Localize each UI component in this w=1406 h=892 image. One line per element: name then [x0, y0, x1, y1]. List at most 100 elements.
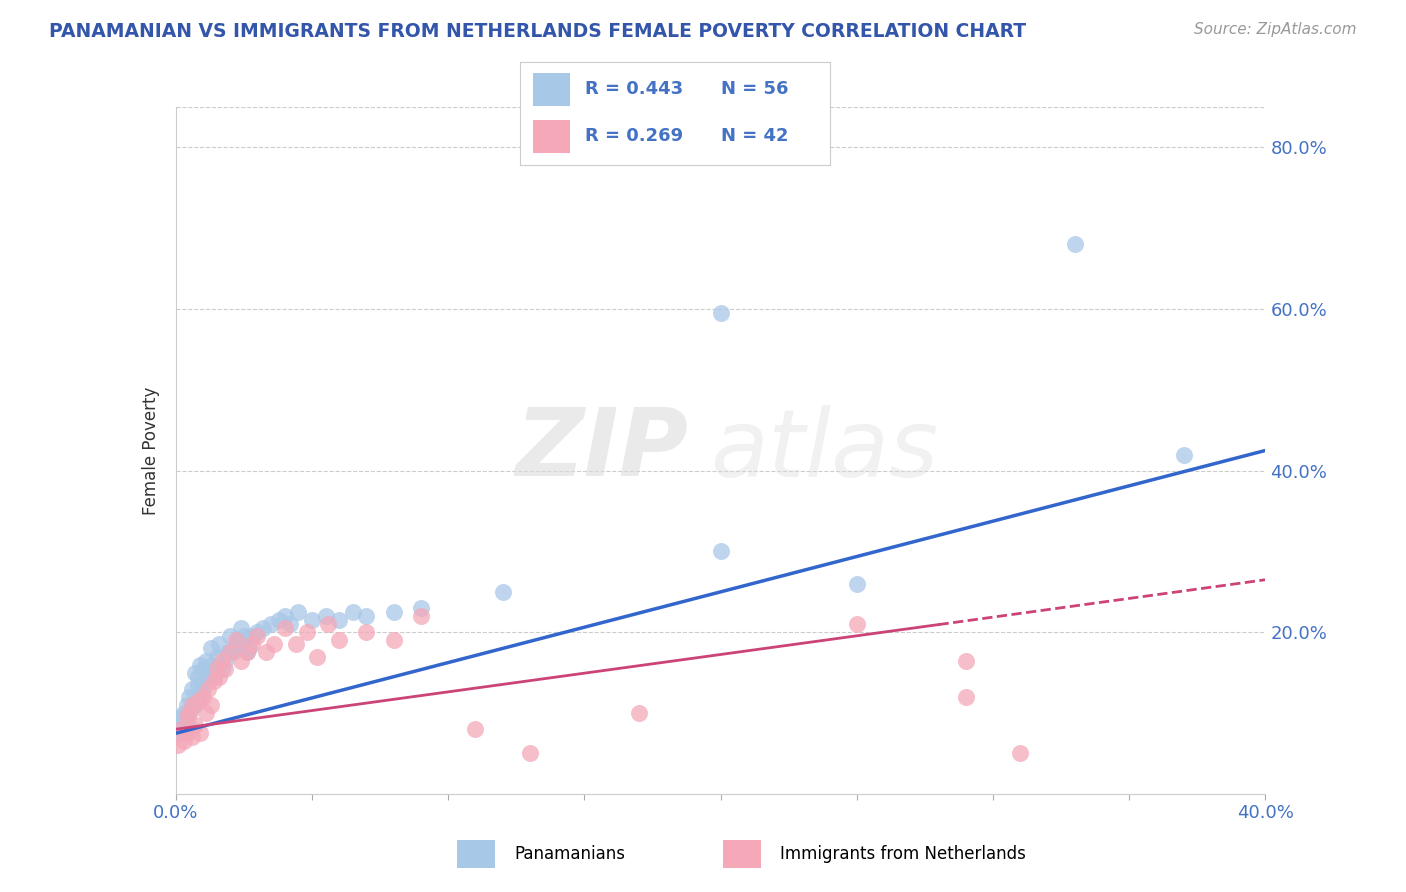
Point	[225, 637, 247, 651]
Point	[845, 617, 868, 632]
Point	[200, 698, 222, 712]
Point	[284, 637, 307, 651]
Point	[301, 613, 323, 627]
Point	[214, 654, 236, 668]
Point	[211, 654, 233, 668]
Point	[263, 637, 285, 651]
Point	[409, 609, 432, 624]
Point	[246, 625, 269, 640]
Point	[167, 739, 190, 753]
Point	[492, 585, 515, 599]
Point	[260, 617, 283, 632]
Point	[191, 690, 214, 704]
Point	[176, 710, 198, 724]
Text: R = 0.443: R = 0.443	[585, 80, 683, 98]
Point	[240, 629, 263, 643]
Point	[356, 609, 378, 624]
Point	[197, 681, 219, 696]
Point	[274, 621, 297, 635]
Text: atlas: atlas	[710, 405, 938, 496]
Point	[845, 576, 868, 591]
Point	[219, 645, 242, 659]
Point	[173, 706, 195, 720]
Point	[235, 645, 257, 659]
Point	[295, 625, 318, 640]
Point	[342, 605, 364, 619]
Point	[269, 613, 291, 627]
Point	[173, 734, 195, 748]
Point	[240, 637, 263, 651]
Point	[202, 673, 225, 688]
Point	[188, 686, 211, 700]
Bar	[723, 840, 761, 868]
Point	[274, 609, 297, 624]
Point	[176, 698, 198, 712]
Point	[217, 645, 239, 659]
Point	[211, 662, 233, 676]
Point	[173, 723, 195, 737]
Point	[200, 657, 222, 672]
Point	[219, 629, 242, 643]
Point	[205, 649, 228, 664]
Point	[1173, 448, 1195, 462]
Point	[197, 670, 219, 684]
Point	[356, 625, 378, 640]
Text: ZIP: ZIP	[515, 404, 688, 497]
Point	[205, 662, 228, 676]
Point	[191, 662, 214, 676]
Point	[232, 629, 254, 643]
Point	[1063, 237, 1085, 252]
Point	[235, 645, 257, 659]
Point	[181, 681, 204, 696]
Point	[409, 601, 432, 615]
Bar	[533, 73, 569, 105]
Point	[278, 617, 301, 632]
Point	[225, 633, 247, 648]
Point	[181, 698, 204, 712]
Point	[328, 633, 350, 648]
Point	[170, 718, 193, 732]
Point	[208, 637, 231, 651]
Point	[464, 723, 486, 737]
Bar	[457, 840, 495, 868]
Point	[252, 621, 274, 635]
Text: N = 56: N = 56	[721, 80, 789, 98]
Point	[170, 723, 193, 737]
Point	[710, 544, 733, 558]
Point	[315, 609, 337, 624]
Point	[238, 641, 260, 656]
Point	[186, 670, 209, 684]
Point	[1010, 747, 1032, 761]
Point	[231, 621, 253, 635]
Point	[307, 649, 329, 664]
Point	[214, 662, 236, 676]
Text: Source: ZipAtlas.com: Source: ZipAtlas.com	[1194, 22, 1357, 37]
Point	[179, 690, 201, 704]
Point	[179, 706, 201, 720]
Point	[955, 690, 977, 704]
Text: Panamanians: Panamanians	[515, 845, 624, 863]
Point	[176, 726, 198, 740]
Point	[382, 605, 405, 619]
Point	[184, 698, 207, 712]
Point	[184, 665, 207, 680]
Point	[194, 706, 217, 720]
Point	[186, 678, 209, 692]
Point	[318, 617, 340, 632]
Point	[170, 710, 193, 724]
Point	[184, 718, 207, 732]
Point	[186, 694, 209, 708]
Point	[627, 706, 650, 720]
Bar	[533, 120, 569, 153]
Point	[228, 633, 250, 648]
Point	[382, 633, 405, 648]
Point	[181, 731, 204, 745]
Point	[200, 641, 222, 656]
Point	[167, 726, 190, 740]
Point	[710, 306, 733, 320]
Point	[188, 726, 211, 740]
Point	[519, 747, 541, 761]
Point	[231, 654, 253, 668]
Text: PANAMANIAN VS IMMIGRANTS FROM NETHERLANDS FEMALE POVERTY CORRELATION CHART: PANAMANIAN VS IMMIGRANTS FROM NETHERLAND…	[49, 22, 1026, 41]
Point	[176, 714, 198, 728]
